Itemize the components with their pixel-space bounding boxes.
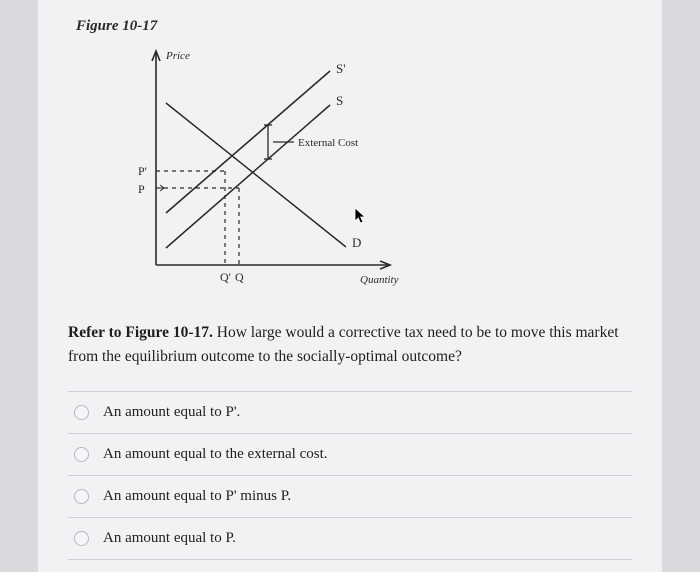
option-label: An amount equal to P'. xyxy=(103,404,240,421)
option-row[interactable]: An amount equal to the external cost. xyxy=(68,433,632,475)
question-ref: Refer to Figure 10-17. xyxy=(68,324,213,341)
quiz-page: Figure 10-17 Price Quantity S S' xyxy=(38,0,662,572)
option-label: An amount equal to P. xyxy=(103,530,236,547)
curve-sprime-label: S' xyxy=(336,61,346,76)
figure-title: Figure 10-17 xyxy=(76,18,632,35)
radio-icon[interactable] xyxy=(74,489,89,504)
ytick-pprime: P' xyxy=(138,164,147,178)
external-cost-label: External Cost xyxy=(298,137,358,149)
option-row[interactable]: An amount equal to P. xyxy=(68,517,632,560)
curve-s-label: S xyxy=(336,93,343,108)
y-axis-label: Price xyxy=(165,50,190,62)
chart-container: Price Quantity S S' External Cost D xyxy=(108,43,632,291)
question-text: Refer to Figure 10-17. How large would a… xyxy=(68,321,632,369)
option-label: An amount equal to the external cost. xyxy=(103,446,328,463)
x-axis-label: Quantity xyxy=(360,274,399,286)
curve-d-label: D xyxy=(352,235,361,250)
radio-icon[interactable] xyxy=(74,447,89,462)
radio-icon[interactable] xyxy=(74,405,89,420)
radio-icon[interactable] xyxy=(74,531,89,546)
options-list: An amount equal to P'. An amount equal t… xyxy=(68,391,632,560)
ytick-p: P xyxy=(138,182,145,196)
xtick-q: Q xyxy=(235,270,244,284)
xtick-qprime: Q' xyxy=(220,270,231,284)
option-row[interactable]: An amount equal to P'. xyxy=(68,391,632,433)
option-row[interactable]: An amount equal to P' minus P. xyxy=(68,475,632,517)
economics-chart: Price Quantity S S' External Cost D xyxy=(108,43,438,291)
option-label: An amount equal to P' minus P. xyxy=(103,488,291,505)
